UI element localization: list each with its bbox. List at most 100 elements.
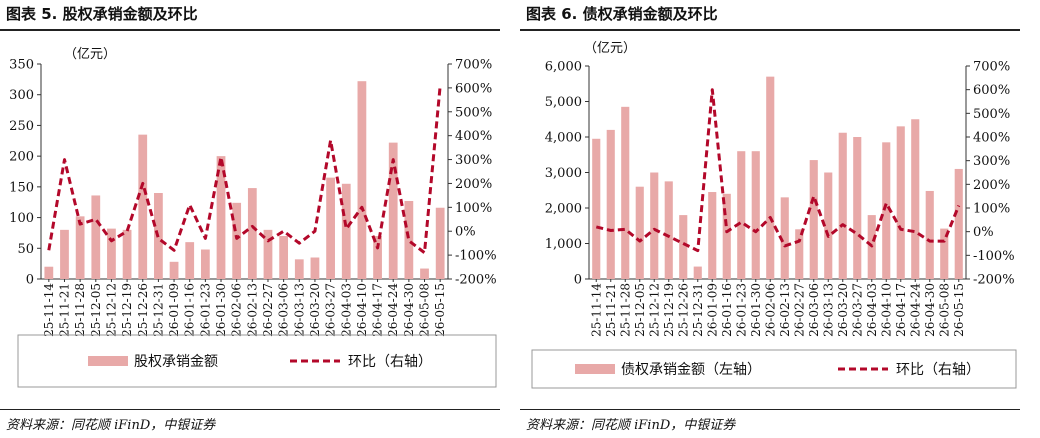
bar bbox=[122, 229, 132, 279]
left-source-note: 资料来源：同花顺 iFinD，中银证券 bbox=[6, 418, 216, 433]
right-tick-label: 200% bbox=[973, 178, 1010, 193]
x-tick-label: 26-04-17 bbox=[894, 283, 908, 337]
bar bbox=[679, 215, 688, 279]
x-tick-label: 26-01-16 bbox=[183, 283, 197, 337]
left-tick-label: 300 bbox=[9, 88, 34, 103]
left-source-rule bbox=[0, 409, 500, 410]
x-tick-label: 26-04-24 bbox=[908, 283, 922, 337]
bar bbox=[737, 151, 746, 279]
x-tick-label: 26-04-30 bbox=[402, 283, 416, 337]
x-tick-label: 25-12-26 bbox=[676, 283, 690, 337]
x-tick-label: 26-04-24 bbox=[386, 283, 400, 337]
bar bbox=[263, 229, 273, 279]
x-tick-label: 25-11-28 bbox=[618, 283, 632, 337]
left-tick-label: 6,000 bbox=[545, 60, 582, 75]
bar bbox=[107, 228, 116, 279]
legend-line-label: 环比（右轴） bbox=[348, 354, 432, 370]
x-tick-label: 26-01-09 bbox=[705, 283, 719, 337]
bar bbox=[838, 132, 847, 279]
bar bbox=[650, 172, 659, 279]
x-tick-label: 25-12-05 bbox=[633, 283, 647, 337]
bar bbox=[592, 138, 601, 279]
bar bbox=[341, 183, 351, 279]
right-tick-label: 400% bbox=[973, 131, 1010, 146]
bar bbox=[91, 195, 101, 279]
x-tick-label: 26-01-16 bbox=[720, 283, 734, 337]
x-tick-label: 25-12-19 bbox=[662, 283, 676, 337]
x-tick-label: 26-01-23 bbox=[198, 283, 212, 337]
bond-underwriting-chart: （亿元） 0 1,000 2,000 3,000 4,000 5,000 6,000 -200%… bbox=[531, 41, 1017, 389]
right-tick-label: -100% bbox=[455, 249, 497, 264]
x-tick-label: 25-11-21 bbox=[57, 283, 71, 337]
bar bbox=[44, 266, 54, 279]
right-tick-label: 100% bbox=[455, 201, 492, 216]
right-tick-label: 100% bbox=[973, 202, 1010, 217]
right-tick-label: -200% bbox=[455, 273, 497, 288]
bar bbox=[621, 106, 630, 279]
bar bbox=[404, 200, 414, 279]
left-tick-label: 350 bbox=[9, 58, 34, 73]
x-tick-label: 26-03-27 bbox=[850, 283, 864, 337]
bar bbox=[809, 160, 818, 279]
left-tick-label: 3,000 bbox=[545, 166, 582, 181]
x-tick-label: 25-11-14 bbox=[589, 283, 603, 337]
right-tick-label: 700% bbox=[455, 58, 492, 73]
x-tick-label: 26-05-08 bbox=[418, 283, 432, 337]
bar bbox=[824, 172, 833, 279]
left-tick-label: 50 bbox=[17, 242, 34, 257]
right-tick-label: 500% bbox=[455, 105, 492, 120]
legend-box bbox=[531, 349, 1017, 389]
left-tick-label: 0 bbox=[574, 273, 582, 288]
x-tick-label: 25-12-31 bbox=[151, 283, 165, 337]
bar bbox=[373, 236, 382, 279]
bar bbox=[435, 207, 445, 279]
x-tick-label: 26-03-20 bbox=[836, 283, 850, 337]
mom-line bbox=[47, 85, 442, 255]
equity-underwriting-panel: 图表 5. 股权承销金额及环比 （亿元） 0 50 100 150 200 250 300 35… bbox=[0, 5, 500, 433]
x-tick-label: 25-12-12 bbox=[104, 283, 118, 337]
x-tick-label: 26-02-13 bbox=[245, 283, 259, 337]
bar bbox=[357, 81, 367, 279]
x-tick-label: 26-04-30 bbox=[923, 283, 937, 337]
x-tick-label: 26-05-08 bbox=[937, 283, 951, 337]
x-tick-label: 26-03-20 bbox=[308, 283, 322, 337]
bond-underwriting-panel: 图表 6. 债权承销金额及环比 （亿元） 0 1,000 2,000 3,000 4,00… bbox=[520, 0, 1040, 438]
bar bbox=[780, 197, 789, 279]
bar bbox=[606, 129, 615, 279]
left-tick-label: 150 bbox=[9, 180, 34, 195]
x-tick-label: 26-02-27 bbox=[261, 283, 275, 337]
bar bbox=[185, 242, 195, 279]
bar bbox=[420, 268, 429, 279]
bar bbox=[954, 168, 963, 279]
bar bbox=[882, 142, 891, 279]
left-tick-label: 200 bbox=[9, 150, 34, 165]
bar bbox=[60, 229, 69, 279]
x-tick-label: 26-02-06 bbox=[763, 283, 777, 337]
bar bbox=[310, 257, 320, 279]
bar bbox=[766, 76, 775, 280]
x-tick-label: 25-12-26 bbox=[136, 283, 150, 337]
bar bbox=[326, 177, 335, 279]
x-tick-label: 26-05-15 bbox=[433, 283, 447, 337]
bar bbox=[693, 266, 702, 279]
x-tick-label: 26-02-27 bbox=[792, 283, 806, 337]
bar bbox=[169, 261, 179, 279]
left-tick-label: 5,000 bbox=[545, 95, 582, 110]
left-tick-label: 250 bbox=[9, 119, 34, 134]
x-tick-label: 26-01-09 bbox=[167, 283, 181, 337]
bar bbox=[896, 126, 905, 279]
left-figure-title: 图表 5. 股权承销金额及环比 bbox=[6, 5, 198, 23]
x-tick-label: 26-03-06 bbox=[277, 283, 291, 337]
mom-line bbox=[595, 88, 961, 253]
legend-line-label: 环比（右轴） bbox=[896, 362, 980, 378]
right-title-rule bbox=[520, 29, 1020, 31]
x-tick-label: 26-04-03 bbox=[865, 283, 879, 337]
x-tick-label: 26-04-10 bbox=[879, 283, 893, 337]
x-tick-label: 26-01-30 bbox=[214, 283, 228, 337]
right-tick-label: 600% bbox=[455, 81, 492, 96]
left-tick-label: 4,000 bbox=[545, 131, 582, 146]
x-tick-label: 26-05-15 bbox=[952, 283, 966, 337]
left-tick-label: 0 bbox=[26, 273, 34, 288]
bar bbox=[853, 137, 862, 279]
left-title-rule bbox=[0, 29, 500, 31]
